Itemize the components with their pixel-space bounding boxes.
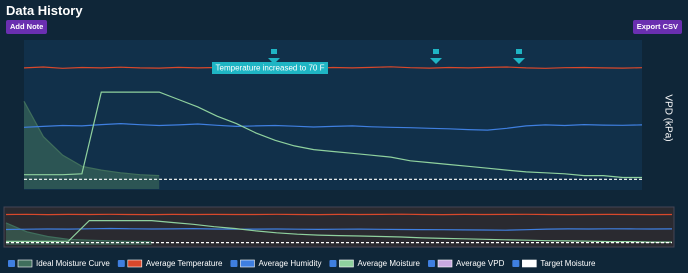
legend-label: Target Moisture xyxy=(540,259,596,268)
series-line xyxy=(23,101,160,177)
ideal-band xyxy=(24,101,160,189)
add-note-button[interactable]: Add Note xyxy=(6,20,48,34)
series-line xyxy=(5,227,673,231)
legend-checkbox[interactable] xyxy=(117,260,125,267)
legend-label: Average Moisture xyxy=(357,259,420,268)
note-arrow[interactable] xyxy=(513,49,525,64)
legend-label: Average VPD xyxy=(456,259,505,268)
legend-checkbox[interactable] xyxy=(329,260,337,267)
note-arrows xyxy=(268,49,525,64)
series-line xyxy=(23,122,643,131)
legend-checkbox[interactable] xyxy=(428,260,436,267)
legend-swatch xyxy=(127,259,143,268)
export-csv-button[interactable]: Export CSV xyxy=(632,20,682,34)
legend-label: Average Temperature xyxy=(146,259,223,268)
legend-swatch xyxy=(437,259,453,268)
series-line xyxy=(5,222,152,243)
legend-checkbox[interactable] xyxy=(230,260,238,267)
page-title: Data History xyxy=(6,3,83,18)
series-line xyxy=(23,66,643,69)
legend-checkbox[interactable] xyxy=(512,260,520,267)
legend-swatch xyxy=(240,259,255,268)
legend-swatch xyxy=(339,259,354,268)
series-line xyxy=(6,220,672,243)
legend-label: Ideal Moisture Curve xyxy=(36,259,110,268)
legend-checkbox[interactable] xyxy=(8,260,15,267)
plot-area xyxy=(24,40,642,190)
legend-label: Average Humidity xyxy=(258,259,321,268)
note-arrow[interactable] xyxy=(268,49,280,64)
annotation-box xyxy=(212,62,328,74)
annotation-text: Temperature increased to 70 F xyxy=(216,64,325,73)
legend-swatch xyxy=(522,259,537,268)
y2-axis-label: VPD (kPa) xyxy=(662,94,673,141)
legend-swatch xyxy=(17,259,33,268)
note-arrow[interactable] xyxy=(430,49,442,64)
series-line xyxy=(24,91,642,179)
ideal-band xyxy=(6,222,152,245)
